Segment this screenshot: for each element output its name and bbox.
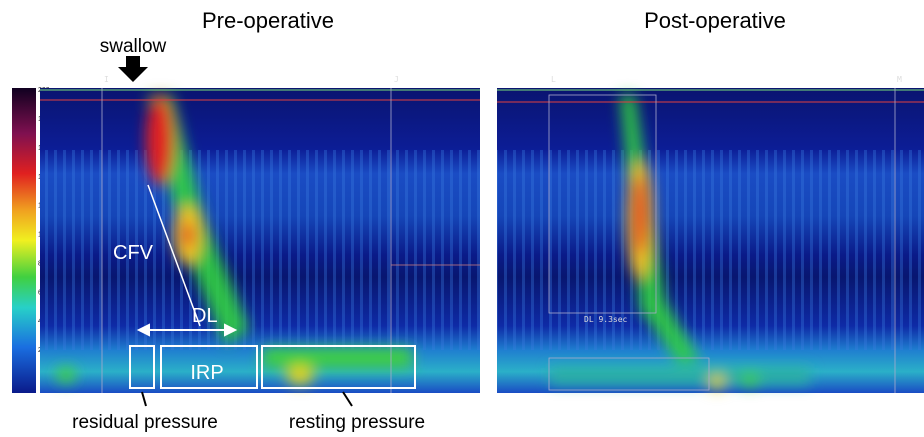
dl-note: DL 9.3sec bbox=[584, 315, 628, 324]
heatmap-pre bbox=[40, 88, 480, 393]
cfv-label: CFV bbox=[113, 242, 154, 264]
pointer bbox=[141, 391, 147, 407]
marker-label: I bbox=[104, 75, 109, 84]
marker-label: J bbox=[394, 75, 399, 84]
pointer bbox=[342, 391, 353, 407]
marker-label: M bbox=[897, 75, 902, 84]
dl-arrow bbox=[136, 323, 238, 337]
dl-label: DL bbox=[192, 305, 218, 327]
resting-label: resting pressure bbox=[289, 412, 425, 433]
heatmap-post bbox=[497, 88, 924, 393]
colorbar bbox=[12, 88, 36, 393]
region-boxes bbox=[129, 345, 416, 389]
panel-title: Post-operative bbox=[644, 8, 786, 33]
swallow-label: swallow bbox=[100, 36, 167, 57]
irp-label: IRP bbox=[190, 362, 223, 384]
swallow-arrow bbox=[118, 56, 148, 82]
marker-label: L bbox=[551, 75, 556, 84]
panel-title: Pre-operative bbox=[202, 8, 334, 33]
residual-label: residual pressure bbox=[72, 412, 218, 433]
cfv-line bbox=[147, 184, 201, 327]
